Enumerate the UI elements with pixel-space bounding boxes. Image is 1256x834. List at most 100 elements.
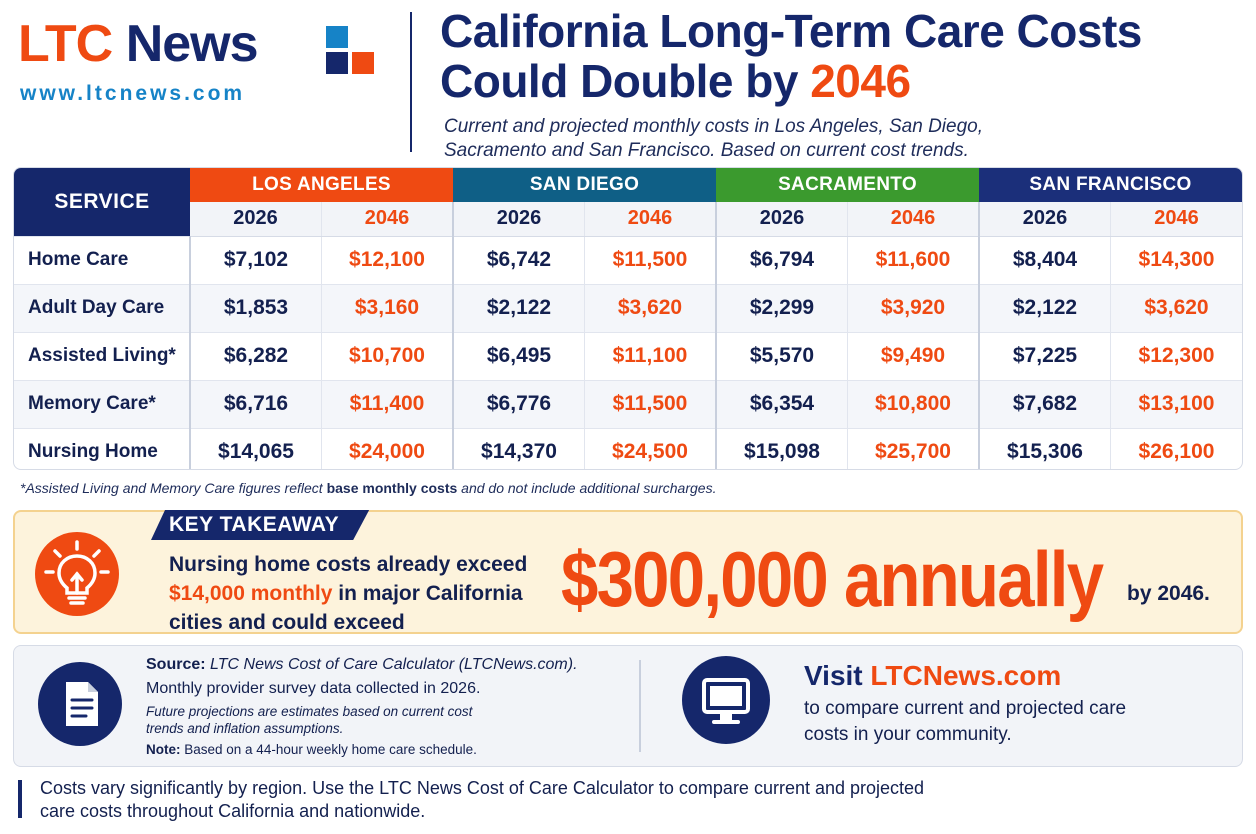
visit-prefix: Visit xyxy=(804,660,871,691)
page-subtitle: Current and projected monthly costs in L… xyxy=(444,116,983,161)
source-projection-note: Future projections are estimates based o… xyxy=(146,704,473,736)
bottom-accent-bar xyxy=(18,780,22,818)
takeaway-by-year: by 2046. xyxy=(1127,582,1210,605)
logo-ltc: LTC xyxy=(18,15,113,73)
cost-2026: $8,404 xyxy=(978,236,1111,284)
title-line-1: California Long-Term Care Costs xyxy=(440,5,1142,57)
logo-news: News xyxy=(125,15,259,73)
cost-2026: $6,742 xyxy=(452,236,585,284)
footnote-bold: base monthly costs xyxy=(326,480,458,496)
cost-2026: $6,354 xyxy=(715,380,848,428)
cost-2026: $15,306 xyxy=(978,428,1111,469)
year-header-2026: 2026 xyxy=(190,202,322,237)
source-name: LTC News Cost of Care Calculator (LTCNew… xyxy=(210,656,578,673)
cost-2046: $11,100 xyxy=(584,332,716,380)
document-icon xyxy=(38,662,122,746)
panel-divider xyxy=(639,660,641,752)
cost-2026: $5,570 xyxy=(715,332,848,380)
logo-wordmark: LTC News xyxy=(18,14,259,74)
page-title: California Long-Term Care Costs Could Do… xyxy=(440,6,1240,106)
key-takeaway-text: Nursing home costs already exceed $14,00… xyxy=(169,550,569,637)
cost-2046: $11,500 xyxy=(584,236,716,284)
city-header-sacramento: SACRAMENTO xyxy=(716,168,979,202)
service-name: Home Care xyxy=(28,249,129,270)
source-line: Source: LTC News Cost of Care Calculator… xyxy=(146,656,578,674)
year-header-2046: 2046 xyxy=(847,202,979,237)
service-name: Memory Care* xyxy=(28,393,156,414)
table-row: Assisted Living* $6,282 $10,700 $6,495 $… xyxy=(14,332,1242,380)
header-divider xyxy=(410,12,412,152)
cost-table: SERVICE LOS ANGELES SAN DIEGO SACRAMENTO… xyxy=(13,167,1243,470)
logo-squares-icon xyxy=(326,26,378,78)
monitor-icon xyxy=(682,656,770,744)
cost-2046: $11,600 xyxy=(847,236,979,284)
table-row: Memory Care* $6,716 $11,400 $6,776 $11,5… xyxy=(14,380,1242,428)
cost-2046: $24,000 xyxy=(321,428,453,469)
takeaway-highlight: $14,000 monthly xyxy=(169,582,333,605)
city-header-los-angeles: LOS ANGELES xyxy=(190,168,453,202)
cost-2046: $3,620 xyxy=(584,284,716,332)
title-line-2: Could Double by xyxy=(440,55,811,107)
cost-2026: $1,853 xyxy=(189,284,322,332)
table-row: Nursing Home $14,065 $24,000 $14,370 $24… xyxy=(14,428,1242,469)
visit-heading: Visit LTCNews.com xyxy=(804,660,1061,692)
cost-2046: $25,700 xyxy=(847,428,979,469)
cost-2026: $14,370 xyxy=(452,428,585,469)
ltc-news-logo: LTC News www.ltcnews.com xyxy=(18,14,374,105)
table-row: Home Care $7,102 $12,100 $6,742 $11,500 … xyxy=(14,236,1242,284)
year-header-2026: 2026 xyxy=(715,202,848,237)
cost-2026: $7,102 xyxy=(189,236,322,284)
source-survey-line: Monthly provider survey data collected i… xyxy=(146,680,481,697)
cost-2046: $10,800 xyxy=(847,380,979,428)
cost-2026: $2,122 xyxy=(978,284,1111,332)
note-label: Note: xyxy=(146,742,181,757)
year-header-2046: 2046 xyxy=(321,202,453,237)
footnote-suffix: and do not include additional surcharges… xyxy=(457,480,717,496)
cost-2046: $13,100 xyxy=(1110,380,1242,428)
cost-2046: $12,300 xyxy=(1110,332,1242,380)
cost-2026: $6,794 xyxy=(715,236,848,284)
cost-2046: $14,300 xyxy=(1110,236,1242,284)
cost-2026: $6,776 xyxy=(452,380,585,428)
visit-description: to compare current and projected care co… xyxy=(804,698,1127,745)
service-column-header: SERVICE xyxy=(14,168,190,236)
takeaway-line-3: cities and could exceed xyxy=(169,611,405,634)
source-panel: Source: LTC News Cost of Care Calculator… xyxy=(13,645,1243,767)
cost-2026: $2,299 xyxy=(715,284,848,332)
note-text: Based on a 44-hour weekly home care sche… xyxy=(180,742,477,757)
city-header-san-francisco: SAN FRANCISCO xyxy=(979,168,1242,202)
cost-2026: $7,682 xyxy=(978,380,1111,428)
logo-url[interactable]: www.ltcnews.com xyxy=(20,82,246,105)
table-footnote: *Assisted Living and Memory Care figures… xyxy=(20,480,716,496)
source-note: Note: Based on a 44-hour weekly home car… xyxy=(146,742,477,757)
bottom-note: Costs vary significantly by region. Use … xyxy=(40,778,925,821)
cost-2046: $11,500 xyxy=(584,380,716,428)
footnote-prefix: *Assisted Living and Memory Care figures… xyxy=(20,480,327,496)
lightbulb-icon xyxy=(35,532,119,616)
service-name: Adult Day Care xyxy=(28,297,165,318)
visit-site-link[interactable]: LTCNews.com xyxy=(870,660,1062,691)
year-header-2026: 2026 xyxy=(978,202,1111,237)
cost-2026: $14,065 xyxy=(189,428,322,469)
cost-2026: $6,716 xyxy=(189,380,322,428)
title-year: 2046 xyxy=(810,55,911,107)
service-name: Nursing Home xyxy=(28,441,158,463)
cost-2046: $11,400 xyxy=(321,380,453,428)
cost-2046: $3,920 xyxy=(847,284,979,332)
takeaway-line-2: in major California xyxy=(332,582,523,605)
cost-2046: $10,700 xyxy=(321,332,453,380)
cost-2026: $6,495 xyxy=(452,332,585,380)
key-takeaway-label: KEY TAKEAWAY xyxy=(151,510,369,540)
year-header-2026: 2026 xyxy=(452,202,585,237)
cost-2046: $3,620 xyxy=(1110,284,1242,332)
cost-2026: $2,122 xyxy=(452,284,585,332)
source-label: Source: xyxy=(146,656,206,673)
year-header-2046: 2046 xyxy=(1110,202,1242,237)
cost-2046: $3,160 xyxy=(321,284,453,332)
key-takeaway-panel: KEY TAKEAWAY Nursing home costs already … xyxy=(13,510,1243,634)
cost-2046: $24,500 xyxy=(584,428,716,469)
city-header-san-diego: SAN DIEGO xyxy=(453,168,716,202)
takeaway-line-1: Nursing home costs already exceed xyxy=(169,553,528,576)
cost-2046: $9,490 xyxy=(847,332,979,380)
cost-2046: $12,100 xyxy=(321,236,453,284)
